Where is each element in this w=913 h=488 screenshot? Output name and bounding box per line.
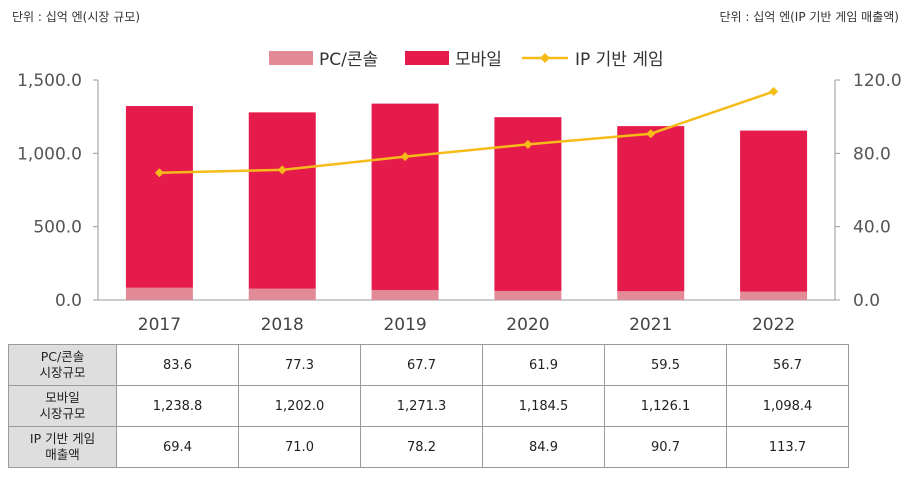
legend-swatch-pc-console bbox=[269, 51, 313, 65]
table-cell: 78.2 bbox=[360, 426, 483, 468]
bar-pc-console bbox=[125, 287, 193, 300]
y-right-tick-label: 120.0 bbox=[853, 71, 902, 91]
bar-pc-console bbox=[740, 291, 808, 300]
table-row-header-line: 모바일 bbox=[45, 390, 80, 405]
line-ip-game-marker bbox=[277, 165, 287, 175]
line-ip-game-marker bbox=[769, 87, 779, 97]
y-left-tick-label: 0.0 bbox=[55, 291, 82, 311]
bar-pc-console bbox=[617, 291, 685, 300]
table-row-header-line: IP 기반 게임 bbox=[29, 431, 96, 446]
legend-label-ip-game: IP 기반 게임 bbox=[575, 50, 664, 70]
table-cell: 113.7 bbox=[726, 426, 849, 468]
table-cell: 1,271.3 bbox=[360, 385, 483, 427]
y-right-tick-label: 80.0 bbox=[853, 144, 891, 164]
y-left-tick-label: 1,500.0 bbox=[17, 71, 82, 91]
x-tick-label: 2019 bbox=[383, 315, 426, 335]
line-ip-game bbox=[159, 90, 774, 175]
table-cell: 90.7 bbox=[604, 426, 727, 468]
legend-marker-ip-game bbox=[540, 53, 550, 63]
line-ip-game-marker bbox=[154, 168, 164, 178]
table-row-header-line: PC/콘솔 bbox=[40, 349, 85, 364]
table-cell: 1,202.0 bbox=[238, 385, 361, 427]
bar-mobile bbox=[371, 103, 439, 291]
table-cell: 1,098.4 bbox=[726, 385, 849, 427]
bar-mobile bbox=[617, 126, 685, 292]
table-row: PC/콘솔 시장규모 83.6 77.3 67.7 61.9 59.5 56.7 bbox=[8, 344, 849, 386]
line-ip-game-marker bbox=[400, 152, 410, 162]
x-tick-label: 2022 bbox=[752, 315, 795, 335]
table-cell: 1,126.1 bbox=[604, 385, 727, 427]
bar-pc-console bbox=[248, 288, 316, 300]
y-right-tick-label: 40.0 bbox=[853, 218, 891, 238]
legend-label-pc-console: PC/콘솔 bbox=[319, 50, 378, 70]
y-right-tick-label: 0.0 bbox=[853, 291, 880, 311]
unit-label-left: 단위 : 십억 엔(시장 규모) bbox=[12, 10, 141, 24]
line-ip-game-marker bbox=[646, 129, 656, 139]
data-table: PC/콘솔 시장규모 83.6 77.3 67.7 61.9 59.5 56.7 모바일 시장규모… bbox=[8, 344, 849, 468]
table-cell: 59.5 bbox=[604, 344, 727, 386]
line-ip-game-marker bbox=[523, 139, 533, 149]
x-tick-label: 2021 bbox=[629, 315, 672, 335]
bar-pc-console bbox=[494, 290, 562, 300]
table-cell: 61.9 bbox=[482, 344, 605, 386]
table-row-header: IP 기반 게임 매출액 bbox=[8, 426, 117, 468]
table-cell: 67.7 bbox=[360, 344, 483, 386]
unit-label-right: 단위 : 십억 엔(IP 기반 게임 매출액) bbox=[719, 10, 899, 24]
table-cell: 69.4 bbox=[116, 426, 239, 468]
table-row: 모바일 시장규모 1,238.8 1,202.0 1,271.3 1,184.5 1,126… bbox=[8, 385, 849, 427]
table-row-header-line: 매출액 bbox=[45, 447, 80, 462]
y-left-tick-label: 1,000.0 bbox=[17, 144, 82, 164]
table-cell: 83.6 bbox=[116, 344, 239, 386]
table-row-header: 모바일 시장규모 bbox=[8, 385, 117, 427]
bar-mobile bbox=[248, 112, 316, 289]
table-cell: 77.3 bbox=[238, 344, 361, 386]
legend-label-mobile: 모바일 bbox=[455, 50, 502, 70]
bar-mobile bbox=[125, 106, 193, 288]
legend-swatch-mobile bbox=[405, 51, 449, 65]
x-tick-label: 2017 bbox=[138, 315, 181, 335]
y-left-tick-label: 500.0 bbox=[33, 218, 82, 238]
table-cell: 56.7 bbox=[726, 344, 849, 386]
table-cell: 1,238.8 bbox=[116, 385, 239, 427]
table-row-header-line: 시장규모 bbox=[39, 365, 86, 380]
x-tick-label: 2020 bbox=[506, 315, 549, 335]
table-row-header: PC/콘솔 시장규모 bbox=[8, 344, 117, 386]
x-tick-label: 2018 bbox=[261, 315, 304, 335]
table-cell: 84.9 bbox=[482, 426, 605, 468]
bar-mobile bbox=[740, 130, 808, 292]
bar-pc-console bbox=[371, 290, 439, 300]
chart: 0.0 500.0 1,000.0 1,500.0 0.0 40.0 80.0 120.0 20… bbox=[17, 50, 902, 335]
table-cell: 1,184.5 bbox=[482, 385, 605, 427]
table-row-header-line: 시장규모 bbox=[39, 406, 86, 421]
table-cell: 71.0 bbox=[238, 426, 361, 468]
table-row: IP 기반 게임 매출액 69.4 71.0 78.2 84.9 90.7 113.7 bbox=[8, 426, 849, 468]
